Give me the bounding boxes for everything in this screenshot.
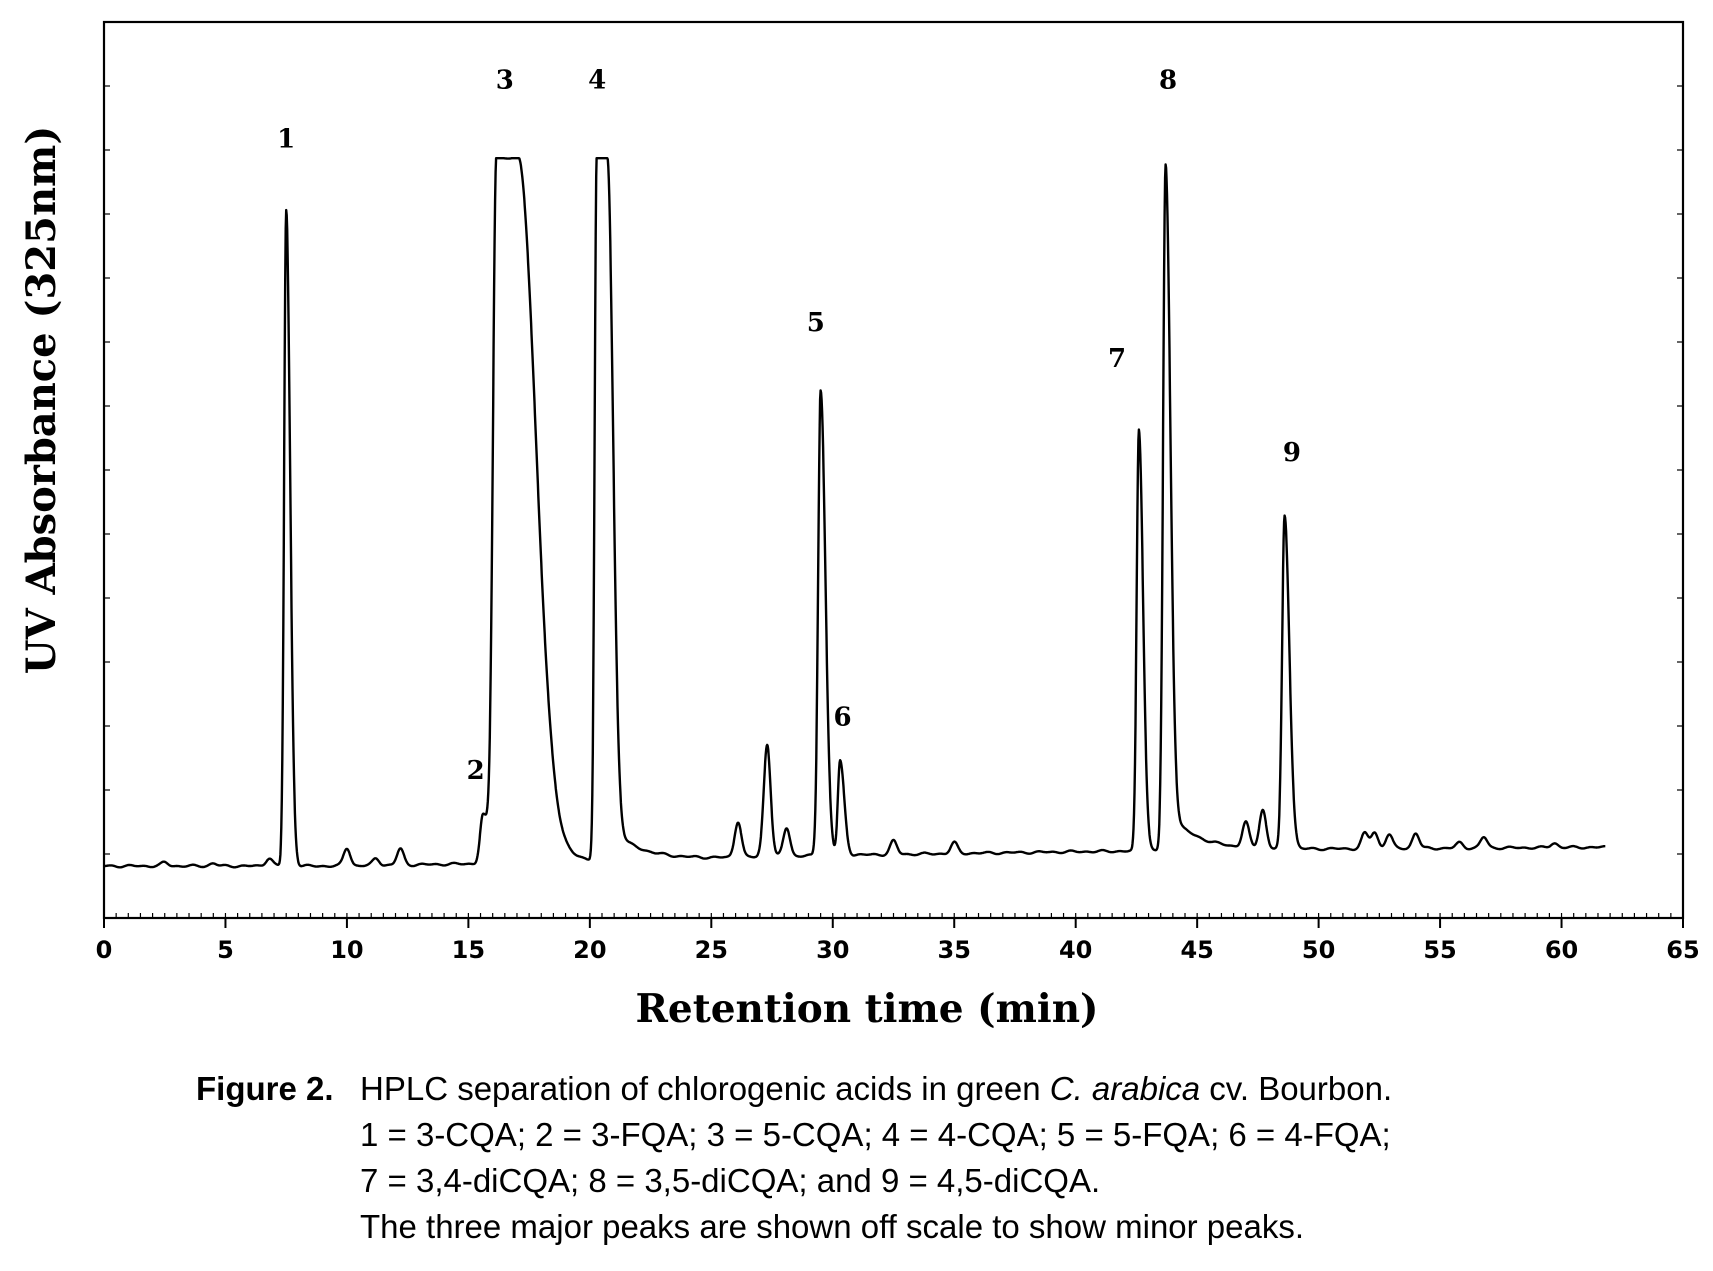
caption-line-4: The three major peaks are shown off scal… (360, 1208, 1305, 1245)
caption-label: Figure 2. (196, 1070, 334, 1107)
x-tick-label: 65 (1666, 936, 1699, 964)
caption-line-3: 7 = 3,4-diCQA; 8 = 3,5-diCQA; and 9 = 4,… (360, 1162, 1101, 1199)
peak-label-1: 1 (277, 124, 295, 154)
x-tick-labels: 0 5 10 15 20 25 30 35 40 45 50 55 60 65 (96, 936, 1700, 964)
x-tick-label: 25 (695, 936, 728, 964)
peak-label-9: 9 (1283, 438, 1301, 468)
peak-label-8: 8 (1159, 65, 1177, 95)
x-tick-label: 15 (452, 936, 485, 964)
peak-label-3: 3 (496, 65, 514, 95)
x-tick-label: 30 (816, 936, 849, 964)
caption-species: C. arabica (1049, 1070, 1201, 1107)
caption-text-1a: HPLC separation of chlorogenic acids in … (360, 1070, 1050, 1107)
peak-label-5: 5 (807, 308, 825, 338)
x-tick-label: 20 (573, 936, 606, 964)
x-tick-label: 0 (96, 936, 113, 964)
peak-label-2: 2 (467, 756, 485, 786)
x-tick-label: 55 (1423, 936, 1456, 964)
figure-caption: Figure 2. HPLC separation of chlorogenic … (196, 1066, 1696, 1250)
peak-label-7: 7 (1108, 344, 1126, 374)
x-major-ticks (103, 918, 1684, 928)
x-axis-title: Retention time (min) (635, 986, 1098, 1032)
caption-line-1: Figure 2. HPLC separation of chlorogenic … (196, 1066, 1696, 1112)
x-tick-label: 35 (938, 936, 971, 964)
peak-labels: 1 2 3 4 5 6 7 8 9 (277, 65, 1301, 786)
peak-label-6: 6 (833, 702, 851, 732)
x-tick-label: 40 (1059, 936, 1092, 964)
x-tick-label: 50 (1302, 936, 1335, 964)
caption-text-1b: cv. Bourbon. (1200, 1070, 1393, 1107)
peak-label-4: 4 (588, 65, 606, 95)
chromatogram-trace (103, 157, 1606, 869)
x-tick-label: 5 (217, 936, 234, 964)
plot-frame (102, 20, 1685, 920)
y-axis-title: UV Absorbance (325nm) (18, 126, 65, 675)
caption-line-2: 1 = 3-CQA; 2 = 3-FQA; 3 = 5-CQA; 4 = 4-C… (360, 1116, 1391, 1153)
x-tick-label: 10 (330, 936, 363, 964)
x-tick-label: 45 (1180, 936, 1213, 964)
x-tick-label: 60 (1545, 936, 1578, 964)
minor-ticks (103, 85, 1684, 918)
plot-frame-rect (102, 20, 1685, 920)
